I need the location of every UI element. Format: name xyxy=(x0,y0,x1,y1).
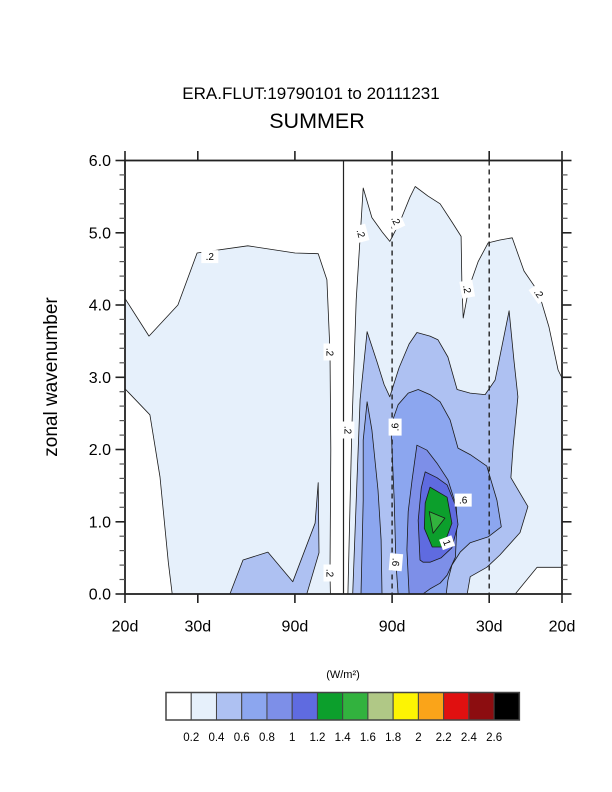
contour-label-text: .2 xyxy=(206,252,215,263)
colorbar-tick-label: 2.2 xyxy=(436,732,452,744)
contour-region-west-ge-0.2 xyxy=(125,245,332,594)
contour-label-text: .2 xyxy=(460,284,472,295)
colorbar-box xyxy=(190,692,217,721)
colorbar-box xyxy=(241,692,268,721)
y-axis-title: zonal wavenumber xyxy=(41,297,62,457)
colorbar-tick-label: 1.2 xyxy=(309,732,325,744)
colorbar-box xyxy=(493,692,520,721)
y-tick-label: 6.0 xyxy=(89,153,111,170)
colorbar-tick-label: 2.4 xyxy=(461,732,478,744)
reference-lines xyxy=(342,160,490,594)
colorbar-box xyxy=(367,692,394,721)
colorbar-box xyxy=(468,692,495,721)
contour-label-text: .2 xyxy=(324,348,335,357)
plot-subtitle: ERA.FLUT:19790101 to 20111231 xyxy=(182,84,439,103)
contour-region-west-ge-0.4 xyxy=(229,482,320,594)
x-tick-label: 30d xyxy=(184,619,211,636)
colorbar-box xyxy=(165,692,192,721)
axis-ticks xyxy=(115,151,572,603)
contour-label-box xyxy=(352,223,370,244)
x-tick-label: 20d xyxy=(112,619,139,636)
contour-label-box xyxy=(386,210,406,231)
colorbar-tick-label: 2 xyxy=(415,732,421,744)
contour-label-box xyxy=(528,282,549,305)
colorbar-tick-label: 1 xyxy=(289,732,295,744)
y-tick-label: 0.0 xyxy=(89,587,111,604)
colorbar-box xyxy=(316,692,344,721)
contour-label: .2 xyxy=(323,564,337,582)
contour-label-box xyxy=(201,250,219,264)
colorbar-tick-label: 2.6 xyxy=(486,732,502,744)
colorbar-outline xyxy=(165,691,521,721)
contour-label: .2 xyxy=(341,421,355,439)
contour-region-east-ge-1.4 xyxy=(428,511,446,534)
colorbar-tick-label: 1.4 xyxy=(335,732,352,744)
contour-label: 1 xyxy=(439,535,456,551)
contour-region-east-ge-0.6-west-lobe xyxy=(360,401,383,594)
contour-label: .2 xyxy=(352,223,370,244)
contour-label-text: .2 xyxy=(354,228,367,239)
contour-label: .2 xyxy=(459,279,476,299)
contour-label-text: 1 xyxy=(440,539,452,548)
contour-label-text: .2 xyxy=(341,426,352,435)
y-tick-label: 1.0 xyxy=(89,514,111,531)
x-tick-label: 90d xyxy=(379,619,406,636)
contour-label: .6 xyxy=(388,418,402,436)
contour-label: .2 xyxy=(386,210,406,231)
contour-label: .6 xyxy=(388,553,404,572)
x-tick-label: 20d xyxy=(549,619,576,636)
contour-label-box xyxy=(388,553,404,572)
contour-label-text: .6 xyxy=(389,557,401,567)
contour-label-box xyxy=(388,418,402,436)
colorbar-tick-label: 1.6 xyxy=(360,732,376,744)
y-tick-label: 2.0 xyxy=(89,442,111,459)
contour-label: .2 xyxy=(528,282,549,305)
colorbar-box xyxy=(417,692,445,721)
contour-label-box xyxy=(341,421,355,439)
contour-label-box xyxy=(439,535,456,551)
colorbar-tick-label: 0.2 xyxy=(183,732,199,744)
colorbar: 0.2 0.4 0.6 0.8 1 1.2 1.4 1.6 1.8 2 2.2 2.4 2.6 xyxy=(165,691,521,744)
x-tick-label: 90d xyxy=(282,619,309,636)
colorbar-tick-label: 0.8 xyxy=(259,732,275,744)
colorbar-box xyxy=(443,692,470,721)
colorbar-units-label: (W/m²) xyxy=(326,669,360,681)
contour-label-box xyxy=(459,279,476,299)
x-tick-label: 30d xyxy=(476,619,503,636)
plot-title: SUMMER xyxy=(269,109,365,133)
y-tick-label: 3.0 xyxy=(89,370,111,387)
y-tick-label: 4.0 xyxy=(89,298,111,315)
contour-label-text: .2 xyxy=(324,569,335,578)
contour-label: .2 xyxy=(201,250,219,264)
colorbar-box xyxy=(266,692,293,721)
colorbar-tick-label: 0.4 xyxy=(208,732,225,744)
colorbar-box xyxy=(215,692,243,721)
colorbar-box xyxy=(342,692,369,721)
contour-label-box xyxy=(323,343,337,361)
contour-label-box xyxy=(323,564,337,582)
contour-label-text: .6 xyxy=(459,496,468,507)
colorbar-box xyxy=(291,692,318,721)
contour-label-box xyxy=(454,493,472,507)
colorbar-tick-label: 0.6 xyxy=(234,732,250,744)
colorbar-tick-label: 1.8 xyxy=(385,732,401,744)
contour-label: .6 xyxy=(454,493,472,507)
colorbar-box xyxy=(392,692,419,721)
contour-label: .2 xyxy=(323,343,337,361)
contour-line-labels: .2 .2 .2 .2 .2 .2 .2 .2 .6 .6 .6 1 xyxy=(201,210,549,582)
y-tick-label: 5.0 xyxy=(89,225,111,242)
contour-label-text: .6 xyxy=(391,422,402,431)
